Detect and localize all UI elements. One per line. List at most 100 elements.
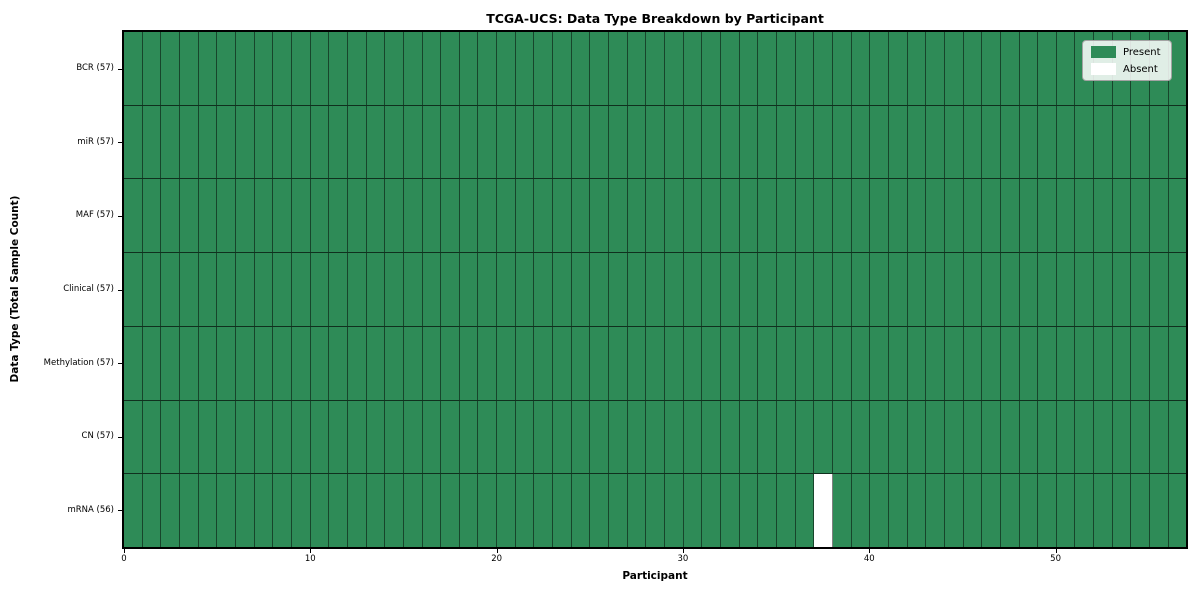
heatmap-cell (627, 253, 647, 326)
heatmap-cell (814, 253, 833, 326)
heatmap-cell (553, 179, 572, 253)
heatmap-cell (385, 474, 404, 548)
heatmap-cell (497, 400, 516, 474)
heatmap-cell (982, 326, 1001, 400)
heatmap-cell (814, 179, 833, 253)
heatmap-cell (534, 326, 554, 400)
heatmap-cell (497, 253, 516, 326)
heatmap-cell (515, 326, 535, 400)
heatmap-cell (888, 253, 908, 326)
heatmap-cell (814, 32, 833, 105)
heatmap-cell (291, 179, 311, 253)
heatmap-cell (944, 400, 964, 474)
heatmap-cell (254, 179, 274, 253)
heatmap-cell (1019, 400, 1039, 474)
x-tick-label: 50 (1050, 554, 1061, 564)
heatmap-cell (534, 474, 554, 548)
heatmap-cell (310, 326, 330, 400)
heatmap-cell (553, 474, 572, 548)
heatmap-cell (963, 32, 983, 105)
heatmap-cell (627, 400, 647, 474)
heatmap-cell (832, 474, 852, 548)
heatmap-cell (1000, 179, 1020, 253)
heatmap-cell (273, 474, 292, 548)
heatmap-cell (534, 32, 554, 105)
heatmap-cell (683, 326, 703, 400)
heatmap-cell (179, 253, 199, 326)
heatmap-cell (459, 400, 479, 474)
heatmap-row-mRNA (124, 474, 1187, 548)
heatmap-cell (478, 474, 498, 548)
y-tick-label-MAF: MAF (57) (75, 210, 114, 221)
heatmap-cell (291, 32, 311, 105)
heatmap-cell (758, 105, 777, 179)
heatmap-cell (1056, 400, 1076, 474)
heatmap-cell (721, 253, 740, 326)
heatmap-cell (926, 32, 945, 105)
heatmap-cell (179, 326, 199, 400)
heatmap-cell (590, 326, 610, 400)
heatmap-cell (534, 400, 554, 474)
heatmap-cell (347, 400, 367, 474)
heatmap-row-miR (124, 105, 1187, 180)
heatmap-cell (963, 326, 983, 400)
heatmap-cell (235, 253, 255, 326)
heatmap-cell (609, 326, 628, 400)
heatmap-cell (907, 32, 927, 105)
heatmap-cell (571, 474, 591, 548)
heatmap-cell (851, 326, 871, 400)
heatmap-cell (1094, 179, 1113, 253)
heatmap-cell (627, 32, 647, 105)
heatmap-cell (963, 474, 983, 548)
heatmap-cell (851, 105, 871, 179)
heatmap-cell (515, 105, 535, 179)
heatmap-cell (702, 474, 721, 548)
heatmap-cell (870, 474, 889, 548)
heatmap-cell (739, 105, 759, 179)
heatmap-cell (1000, 32, 1020, 105)
heatmap-cell (422, 105, 442, 179)
heatmap-cell (217, 474, 236, 548)
heatmap-cell (217, 400, 236, 474)
heatmap-cell (385, 179, 404, 253)
heatmap-cell (497, 326, 516, 400)
heatmap-cell (776, 326, 796, 400)
heatmap-cell (366, 105, 386, 179)
heatmap-cell (329, 105, 348, 179)
heatmap-cell (179, 400, 199, 474)
heatmap-cell (870, 253, 889, 326)
heatmap-cell (478, 400, 498, 474)
heatmap-cell (1094, 400, 1113, 474)
heatmap-cell (739, 326, 759, 400)
heatmap-cell (198, 474, 218, 548)
heatmap-cell (776, 474, 796, 548)
heatmap-cell (459, 326, 479, 400)
heatmap-cell (870, 105, 889, 179)
heatmap-cell (646, 253, 666, 326)
heatmap-cell (1131, 474, 1151, 548)
heatmap-cell (179, 105, 199, 179)
heatmap-cell (832, 400, 852, 474)
heatmap-cell (291, 253, 311, 326)
heatmap-cell (161, 32, 180, 105)
heatmap-cell (907, 326, 927, 400)
y-tick-mark (118, 289, 122, 291)
heatmap-plot-area (122, 30, 1188, 549)
heatmap-cell (385, 105, 404, 179)
heatmap-cell (291, 326, 311, 400)
heatmap-cell (627, 179, 647, 253)
heatmap-cell (1112, 179, 1132, 253)
heatmap-cell (273, 32, 292, 105)
heatmap-cell (888, 326, 908, 400)
x-tick-mark (682, 549, 684, 553)
heatmap-cell (739, 179, 759, 253)
heatmap-cell (198, 105, 218, 179)
legend-swatch (1091, 46, 1116, 58)
heatmap-cell (329, 179, 348, 253)
heatmap-cell (646, 32, 666, 105)
x-tick-mark (1055, 549, 1057, 553)
heatmap-cell (683, 400, 703, 474)
heatmap-cell (776, 253, 796, 326)
heatmap-cell (963, 253, 983, 326)
heatmap-cell (441, 253, 460, 326)
